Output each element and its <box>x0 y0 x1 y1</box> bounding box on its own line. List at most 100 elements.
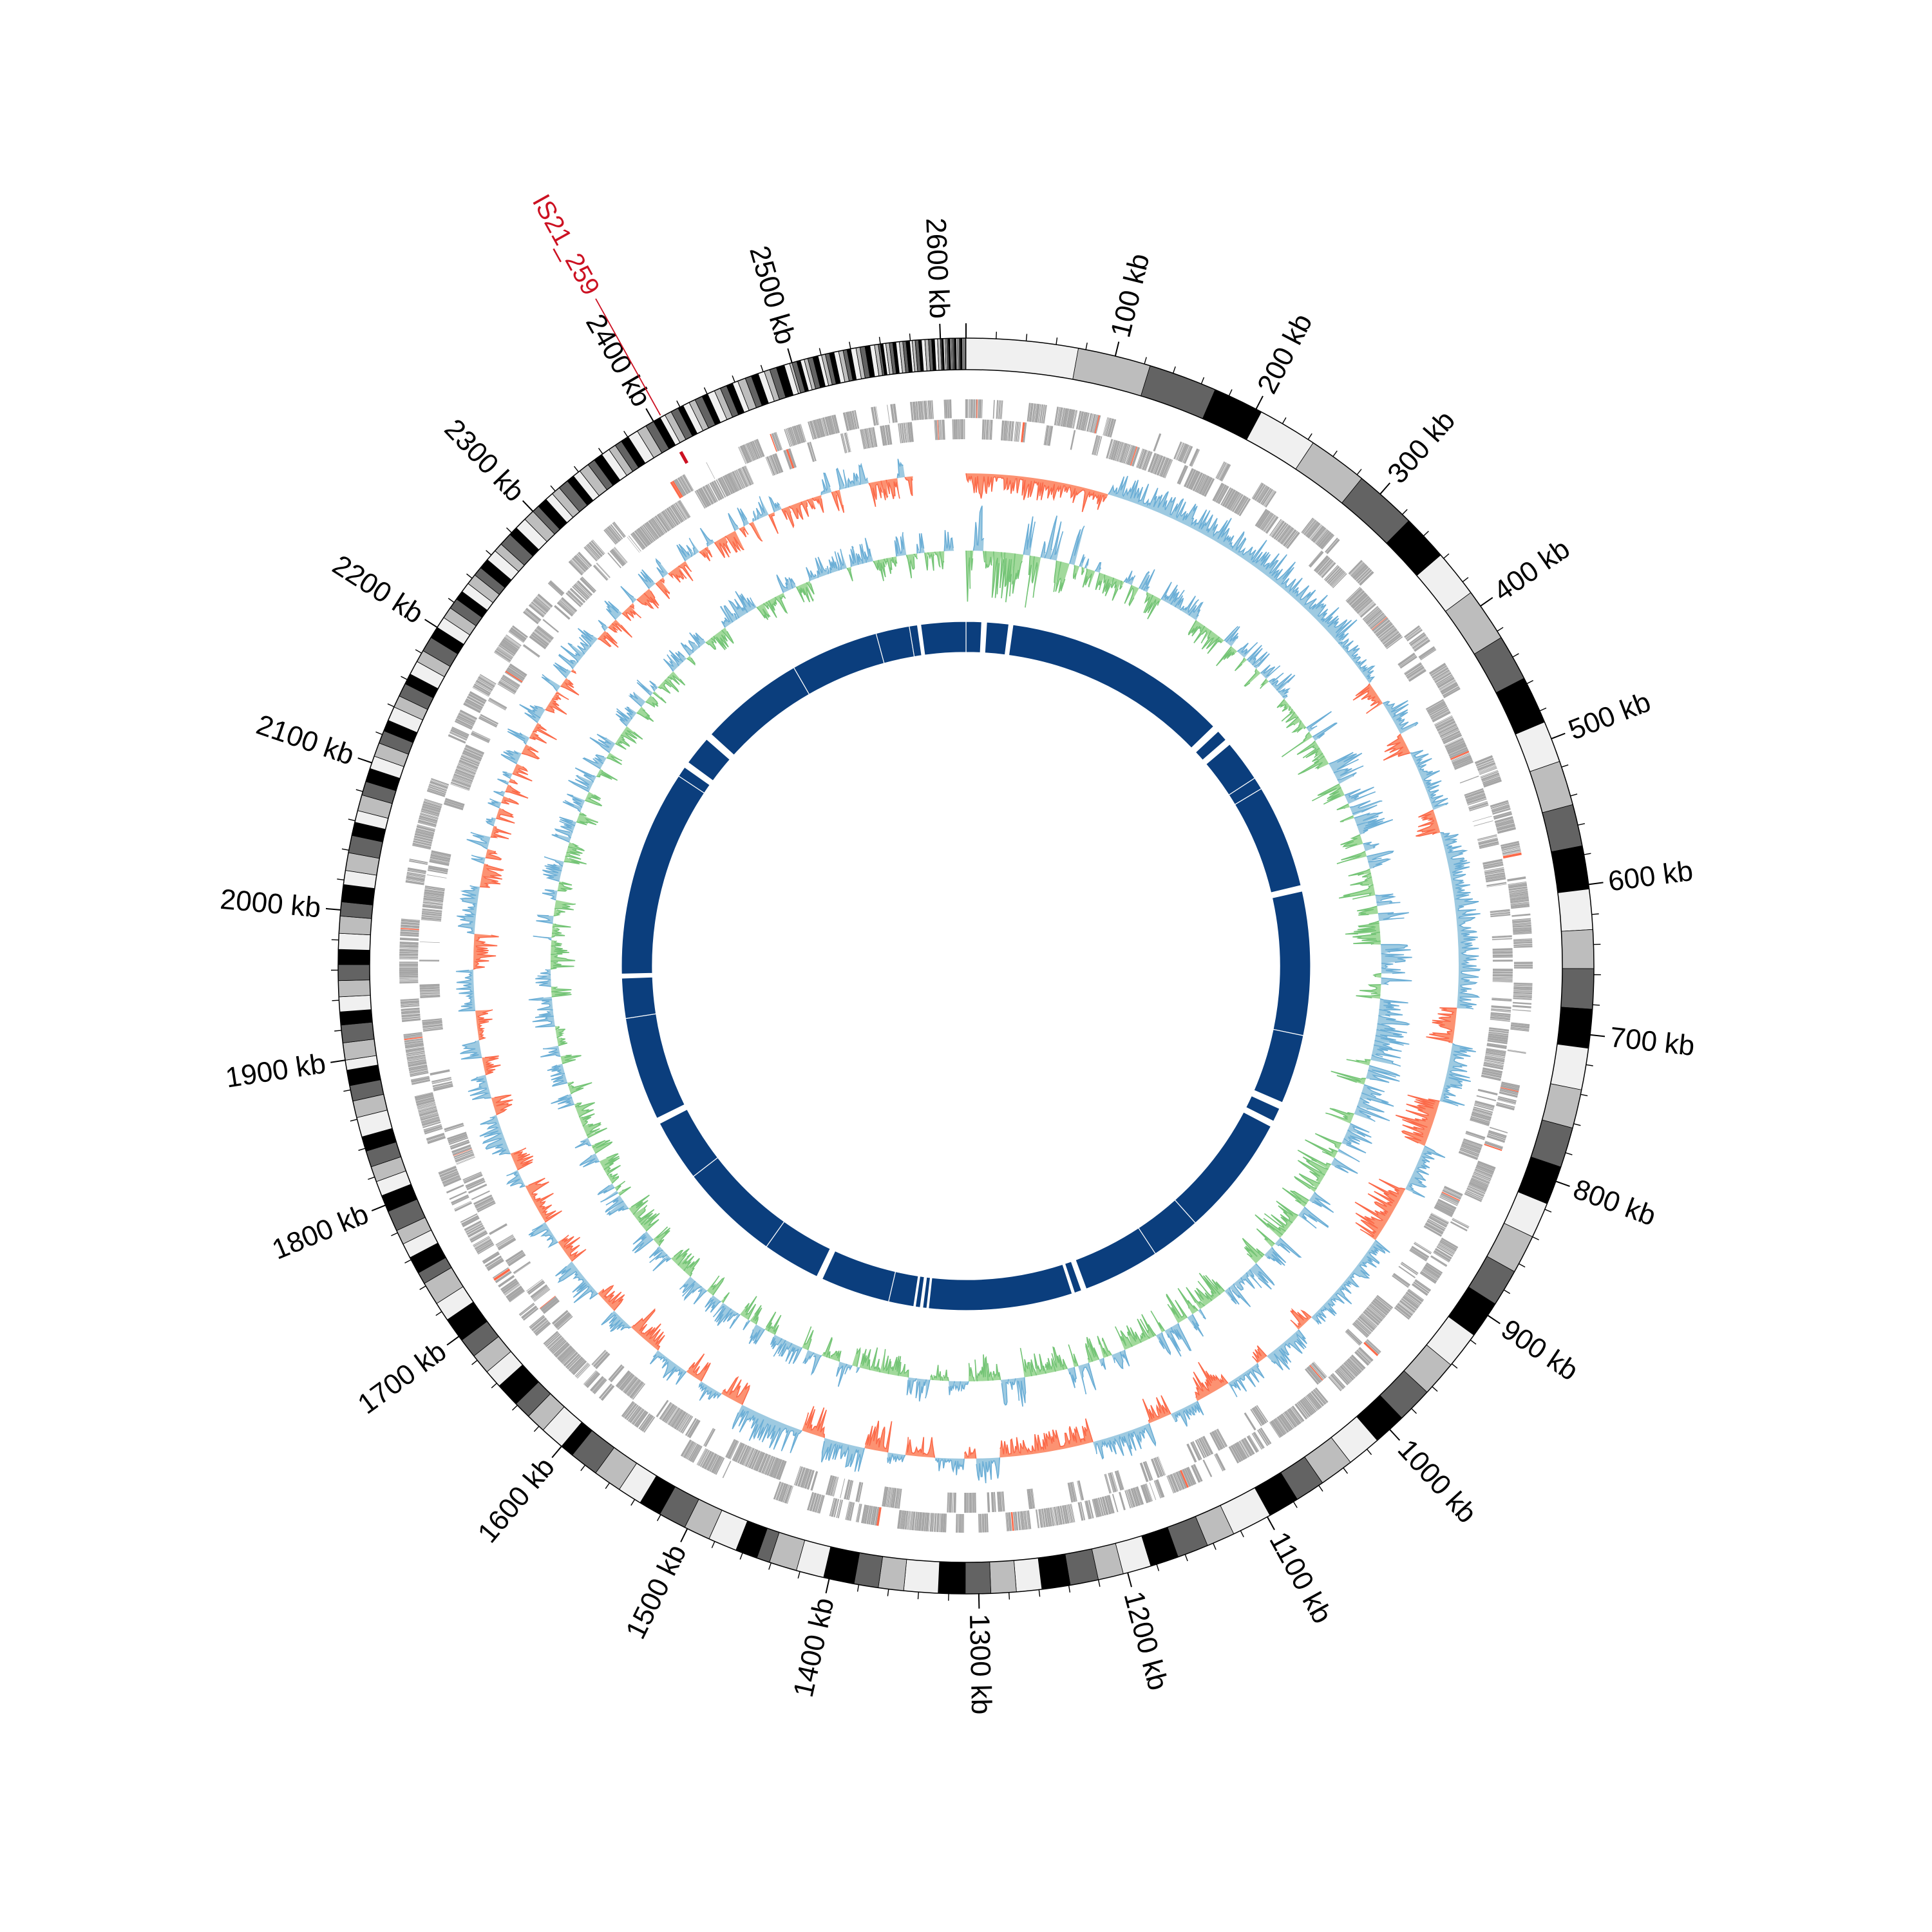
gene-reverse <box>1482 861 1503 867</box>
major-tick <box>1480 597 1493 607</box>
gene-forward <box>1288 1408 1302 1425</box>
tick-label: 2200 kb <box>327 549 429 630</box>
gene-reverse <box>1473 820 1493 827</box>
gene-forward <box>423 1124 442 1131</box>
gene-reverse <box>1047 426 1054 446</box>
gene-forward <box>1490 1126 1508 1133</box>
inner-track-positive-area <box>533 936 552 940</box>
gene-forward <box>406 1054 426 1059</box>
outer-track-positive-area <box>601 1311 631 1332</box>
inner-track-line <box>1011 553 1023 594</box>
ideogram-band <box>965 1561 992 1595</box>
gene-reverse <box>1357 1317 1374 1332</box>
gene-reverse <box>955 419 958 440</box>
gene-reverse <box>1392 1275 1409 1288</box>
gene-reverse <box>471 1190 490 1200</box>
gene-reverse <box>1485 874 1506 879</box>
inner-track-line <box>532 1016 555 1028</box>
inner-track-line <box>1354 811 1383 821</box>
outer-track-line <box>529 734 547 744</box>
inner-track-line <box>649 1247 663 1258</box>
gene-forward <box>421 1119 440 1126</box>
gene-reverse <box>1383 632 1401 647</box>
outer-track-line <box>1382 700 1419 730</box>
gene-reverse <box>804 1469 813 1489</box>
gene-forward <box>1433 1252 1450 1263</box>
gene-forward <box>1077 411 1084 430</box>
gene-forward <box>560 1349 575 1363</box>
gene-reverse <box>627 1379 641 1396</box>
gene-forward <box>1166 1475 1175 1493</box>
contig-block <box>677 766 711 794</box>
gene-forward <box>510 627 527 641</box>
inner-track-negative-area <box>934 551 940 567</box>
gene-forward <box>505 636 521 647</box>
gene-reverse <box>1021 422 1025 442</box>
inner-track-negative-area <box>1331 1071 1366 1085</box>
gene-forward <box>1240 1440 1251 1457</box>
contig-block <box>965 621 983 654</box>
gene-forward <box>400 1002 419 1005</box>
outer-track-negative-area <box>475 1010 493 1040</box>
gene-reverse <box>1260 513 1273 530</box>
gene-reverse <box>732 1442 744 1462</box>
gene-reverse <box>629 1381 644 1399</box>
inner-track-line <box>712 1305 732 1326</box>
gene-reverse <box>1250 1408 1262 1426</box>
gene-reverse <box>1491 1010 1511 1013</box>
gene-reverse <box>1200 477 1211 495</box>
gene-reverse <box>627 536 640 553</box>
gene-forward <box>1014 1511 1016 1531</box>
gene-forward <box>415 828 435 835</box>
outer-track-positive-area <box>501 750 522 764</box>
gene-reverse <box>1428 703 1446 715</box>
inner-track-negative-area <box>576 814 598 825</box>
gene-reverse <box>737 1444 746 1463</box>
contig-block <box>920 621 967 656</box>
gene-forward <box>1481 772 1500 781</box>
outer-track-line <box>513 1147 534 1171</box>
gene-forward <box>1103 417 1110 436</box>
gene-forward <box>1512 918 1531 921</box>
gene-reverse <box>1398 1265 1416 1278</box>
ideogram-band <box>338 915 372 936</box>
outer-track-line <box>724 536 744 553</box>
gene-reverse <box>505 1249 524 1263</box>
gene-forward <box>419 814 439 820</box>
gene-forward <box>401 1010 420 1014</box>
inner-track-line <box>748 1329 766 1345</box>
gene-reverse <box>1385 634 1402 649</box>
inner-track-negative-area <box>557 883 572 891</box>
gene-forward <box>684 474 694 491</box>
gene-reverse <box>454 1151 474 1160</box>
inner-track-negative-area <box>1286 717 1302 728</box>
gene-reverse <box>1158 1456 1166 1475</box>
inner-track-line <box>795 586 814 603</box>
gene-reverse <box>1151 1458 1160 1478</box>
gene-reverse <box>488 700 506 711</box>
gene-forward <box>500 641 517 654</box>
inner-track-line <box>559 817 576 827</box>
gene-reverse <box>618 1372 633 1390</box>
outer-track-line <box>842 469 847 489</box>
gene-reverse <box>594 564 609 580</box>
gene-reverse <box>1202 1435 1214 1455</box>
inner-track-line <box>645 696 659 708</box>
inner-track-line <box>1325 1108 1354 1120</box>
gene-forward <box>547 1334 562 1349</box>
gene-reverse <box>556 1314 573 1329</box>
gene-reverse <box>1468 800 1488 808</box>
gene-forward <box>966 399 968 418</box>
inner-track-line <box>1081 567 1084 575</box>
gene-reverse <box>470 734 489 743</box>
inner-track-line <box>844 1365 853 1375</box>
gene-forward <box>459 712 476 721</box>
gene-forward <box>504 636 520 649</box>
inner-track-line <box>1017 1377 1027 1407</box>
gene-reverse <box>1483 863 1504 869</box>
gene-reverse <box>432 1081 453 1088</box>
gene-reverse <box>846 432 851 452</box>
gene-forward <box>942 1513 946 1533</box>
gene-reverse <box>1150 453 1160 473</box>
gene-reverse <box>1423 1225 1443 1237</box>
